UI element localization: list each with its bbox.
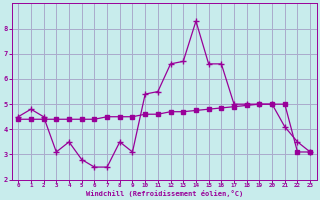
X-axis label: Windchill (Refroidissement éolien,°C): Windchill (Refroidissement éolien,°C)	[85, 190, 243, 197]
